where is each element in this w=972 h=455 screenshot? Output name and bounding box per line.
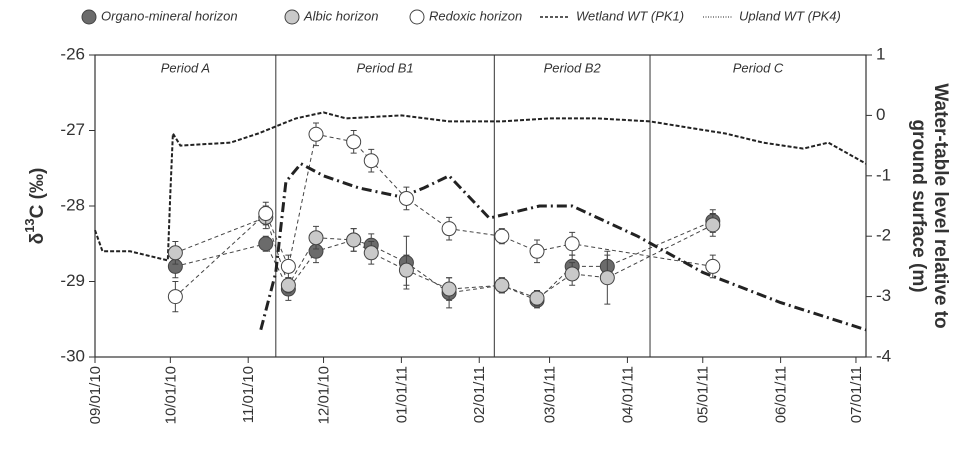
- water-table-line: [259, 161, 867, 332]
- x-tick-label: 05/01/11: [695, 366, 712, 423]
- y2-tick-label: -1: [876, 165, 891, 184]
- y2-axis-label: ground surface (m): [908, 119, 929, 292]
- data-point: [308, 126, 324, 142]
- water-table-line: [94, 111, 867, 262]
- legend-marker: [81, 9, 97, 25]
- data-point: [308, 230, 324, 246]
- x-tick-label: 09/01/10: [87, 366, 104, 424]
- y-axis-label: δ13C (‰): [22, 168, 48, 245]
- x-tick-label: 11/01/10: [240, 366, 257, 423]
- y2-tick-label: -2: [876, 226, 891, 245]
- data-point: [280, 277, 296, 293]
- y-label-sup: 13: [22, 218, 37, 232]
- legend-marker: [409, 9, 425, 25]
- legend-marker: [284, 9, 300, 25]
- y2-tick-label: 0: [876, 105, 885, 124]
- data-point: [167, 245, 183, 261]
- data-point: [564, 266, 580, 282]
- period-label: Period B2: [544, 60, 602, 75]
- y2-tick-label: -4: [876, 346, 891, 365]
- data-point: [258, 206, 274, 222]
- y2-axis-label: Water-table level relative to: [930, 83, 951, 328]
- x-tick-label: 07/01/11: [848, 366, 865, 423]
- data-point: [494, 277, 510, 293]
- y-tick-label: -28: [60, 195, 85, 214]
- data-point: [167, 289, 183, 305]
- data-point: [705, 258, 721, 274]
- period-label: Period C: [733, 60, 784, 75]
- data-point: [529, 243, 545, 259]
- x-tick-label: 02/01/11: [471, 366, 488, 423]
- period-label: Period B1: [357, 60, 414, 75]
- x-tick-label: 12/01/10: [316, 366, 333, 424]
- data-point: [363, 245, 379, 261]
- x-tick-label: 06/01/11: [773, 366, 790, 423]
- plot-frame: [94, 54, 867, 358]
- y-label-prefix: δ: [27, 233, 48, 245]
- data-point: [398, 190, 414, 206]
- legend-label: Albic horizon: [303, 8, 378, 23]
- data-point: [599, 270, 615, 286]
- data-point: [441, 221, 457, 237]
- y2-tick-label: 1: [876, 44, 885, 63]
- data-point: [564, 236, 580, 252]
- data-point: [398, 262, 414, 278]
- plot-border: [94, 54, 867, 358]
- y-tick-label: -26: [60, 44, 85, 63]
- x-tick-label: 04/01/11: [619, 366, 636, 423]
- data-point: [705, 217, 721, 233]
- data-point: [363, 153, 379, 169]
- legend-label: Redoxic horizon: [429, 8, 522, 23]
- legend-label: Wetland WT (PK1): [576, 8, 684, 23]
- data-point: [346, 134, 362, 150]
- data-point: [441, 281, 457, 297]
- connector-line: [175, 133, 713, 297]
- data-point: [346, 232, 362, 248]
- y-tick-label: -29: [60, 271, 85, 290]
- data-point: [529, 290, 545, 306]
- x-tick-label: 01/01/11: [393, 366, 410, 423]
- legend-label: Upland WT (PK4): [739, 8, 841, 23]
- data-point: [258, 236, 274, 252]
- period-label: Period A: [161, 60, 210, 75]
- y-label-suffix: C (‰): [27, 168, 48, 219]
- y-tick-label: -30: [60, 346, 85, 365]
- y2-tick-label: -3: [876, 286, 891, 305]
- data-point: [494, 228, 510, 244]
- y-tick-label: -27: [60, 120, 85, 139]
- legend-label: Organo-mineral horizon: [101, 8, 238, 23]
- x-tick-label: 03/01/11: [542, 366, 559, 423]
- data-point: [280, 258, 296, 274]
- x-tick-label: 10/01/10: [162, 366, 179, 424]
